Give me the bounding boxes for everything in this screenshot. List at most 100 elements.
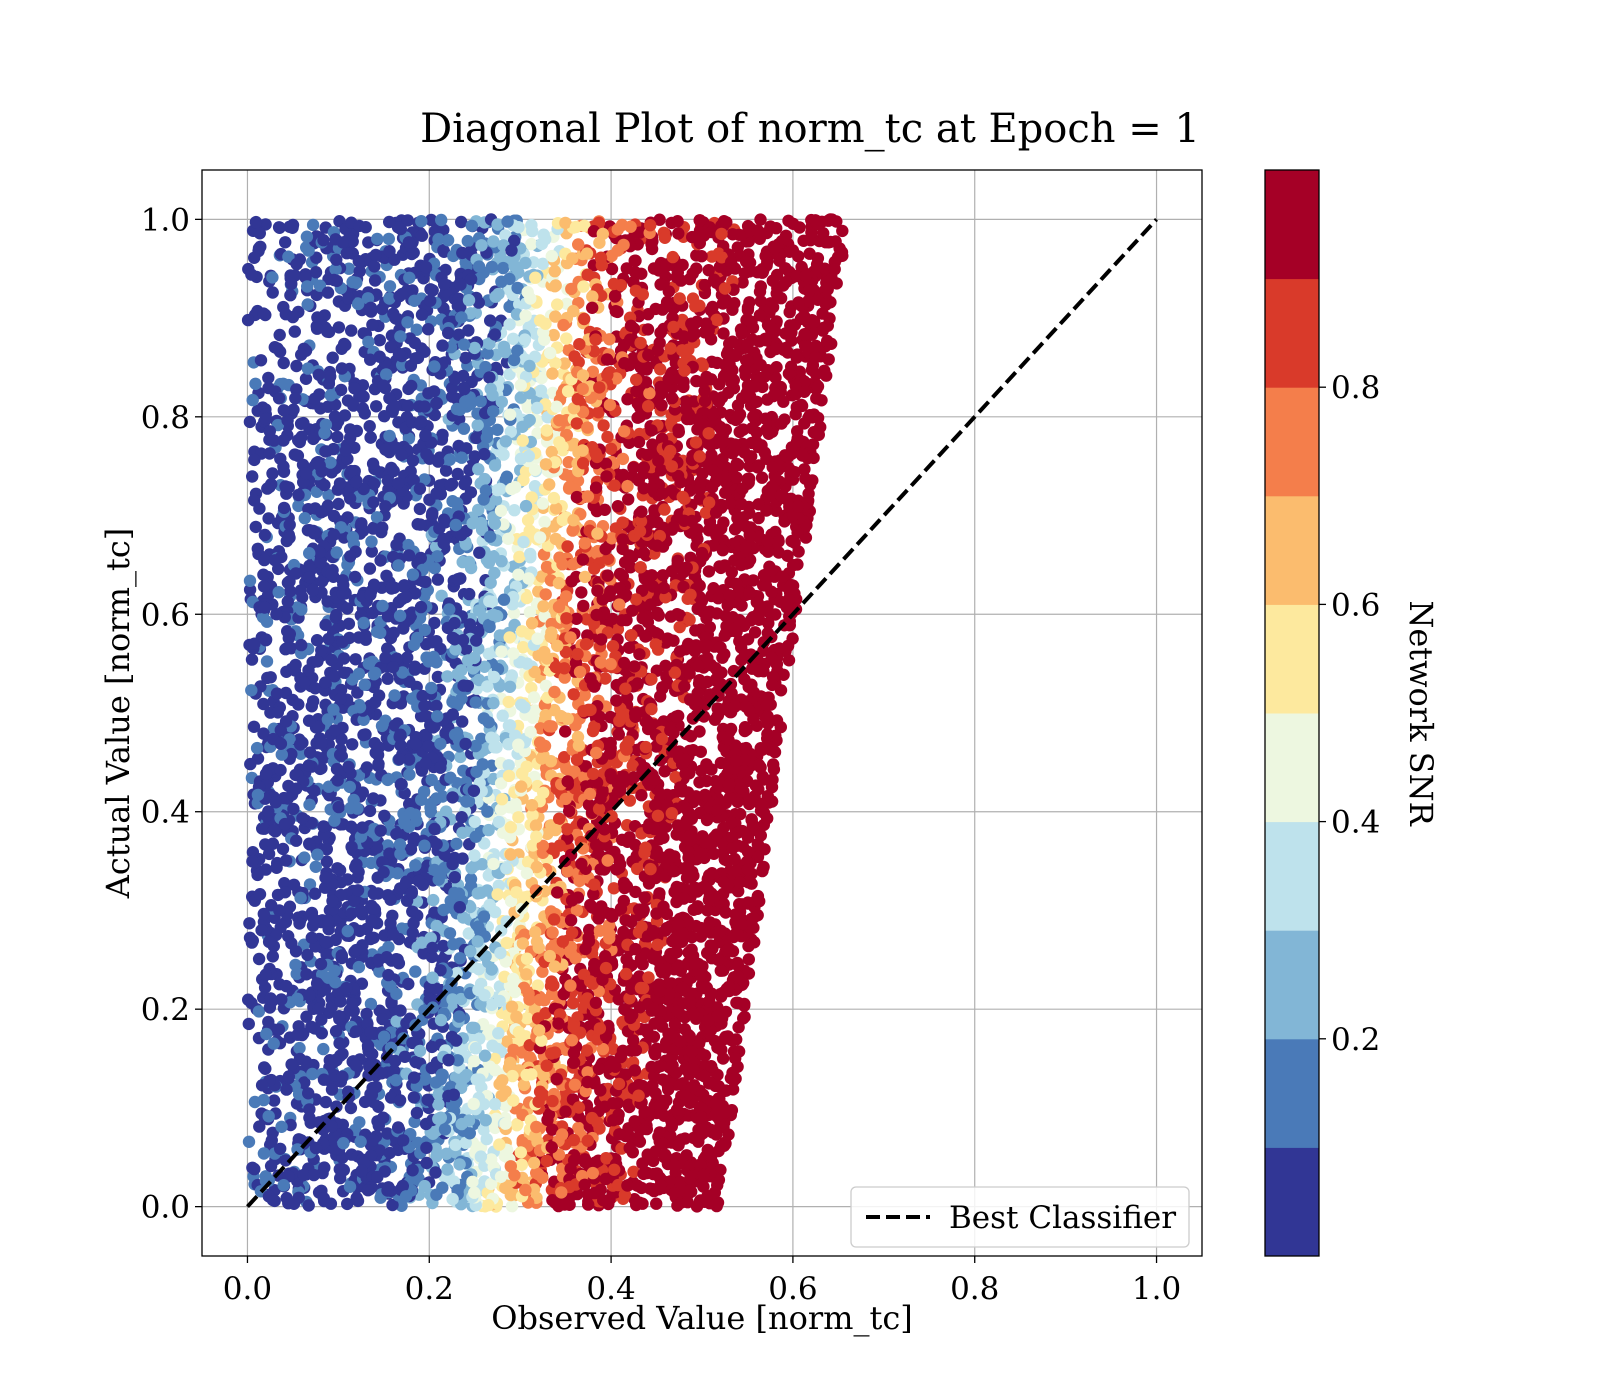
scatter-point: [375, 719, 389, 733]
scatter-point: [455, 215, 468, 229]
scatter-point: [523, 1051, 536, 1064]
scatter-point: [474, 395, 487, 408]
scatter-point: [248, 637, 261, 650]
scatter-point: [621, 835, 634, 848]
scatter-point: [252, 952, 266, 966]
scatter-point: [265, 1134, 278, 1147]
scatter-point: [430, 699, 443, 713]
scatter-point: [650, 1197, 663, 1210]
scatter-point: [357, 728, 370, 742]
scatter-point: [769, 371, 782, 384]
scatter-point: [513, 550, 526, 564]
scatter-point: [413, 502, 427, 516]
scatter-point: [255, 924, 268, 937]
scatter-point: [786, 217, 800, 230]
scatter-point: [753, 285, 767, 298]
scatter-point: [450, 837, 463, 850]
scatter-point: [471, 419, 484, 432]
scatter-point: [381, 672, 394, 685]
scatter-point: [676, 490, 689, 504]
scatter-point: [348, 570, 362, 584]
scatter-point: [364, 997, 378, 1011]
scatter-point: [428, 562, 441, 575]
scatter-point: [588, 562, 601, 575]
scatter-point: [488, 459, 502, 472]
scatter-point: [315, 1013, 328, 1026]
scatter-point: [343, 1180, 357, 1194]
scatter-point: [383, 280, 397, 293]
scatter-point: [623, 794, 637, 807]
scatter-point: [539, 708, 552, 722]
scatter-point: [724, 497, 737, 510]
scatter-point: [312, 720, 326, 733]
scatter-point: [601, 430, 614, 444]
scatter-point: [262, 935, 276, 949]
scatter-point: [565, 575, 578, 588]
scatter-point: [325, 567, 338, 581]
scatter-point: [488, 1098, 502, 1111]
scatter-point: [427, 721, 440, 734]
scatter-point: [282, 930, 295, 943]
scatter-point: [410, 1106, 424, 1120]
scatter-point: [497, 448, 510, 461]
scatter-point: [288, 325, 301, 338]
scatter-point: [525, 681, 538, 695]
scatter-point: [339, 338, 352, 352]
scatter-point: [309, 266, 323, 279]
scatter-point: [257, 697, 270, 711]
scatter-point: [410, 323, 423, 336]
scatter-point: [655, 387, 668, 400]
scatter-point: [416, 689, 429, 703]
scatter-point: [414, 710, 428, 723]
scatter-point: [400, 590, 413, 604]
scatter-point: [379, 443, 392, 456]
scatter-point: [648, 1048, 662, 1061]
scatter-point: [262, 1015, 275, 1029]
scatter-point: [767, 758, 780, 771]
scatter-point: [502, 759, 515, 772]
scatter-point: [443, 927, 457, 940]
scatter-point: [614, 279, 628, 292]
scatter-point: [368, 274, 382, 287]
scatter-point: [779, 229, 793, 242]
scatter-point: [601, 569, 614, 582]
scatter-point: [319, 935, 332, 949]
scatter-point: [745, 813, 758, 826]
scatter-point: [367, 887, 381, 900]
scatter-point: [468, 1021, 481, 1035]
scatter-point: [462, 927, 475, 940]
scatter-point: [663, 633, 676, 646]
scatter-point: [622, 493, 635, 506]
scatter-point: [341, 1197, 354, 1211]
scatter-point: [583, 923, 596, 937]
scatter-point: [365, 545, 378, 558]
scatter-point: [329, 1025, 343, 1038]
scatter-point: [290, 359, 303, 373]
scatter-point: [687, 903, 700, 916]
scatter-point: [320, 855, 333, 868]
scatter-point: [521, 401, 535, 414]
scatter-point: [525, 237, 538, 251]
scatter-point: [672, 227, 685, 240]
scatter-point: [425, 773, 438, 787]
scatter-point: [287, 802, 300, 816]
scatter-point: [303, 798, 316, 811]
scatter-point: [480, 1132, 493, 1146]
scatter-point: [414, 600, 428, 614]
scatter-point: [652, 609, 665, 622]
scatter-point: [685, 930, 699, 944]
scatter-point: [307, 695, 320, 708]
scatter-point: [243, 415, 257, 429]
scatter-point: [405, 379, 418, 393]
scatter-point: [424, 294, 437, 307]
scatter-point: [446, 993, 459, 1006]
scatter-point: [437, 223, 450, 237]
scatter-point: [536, 497, 549, 510]
scatter-point: [719, 486, 732, 499]
scatter-point: [308, 887, 322, 900]
scatter-point: [279, 236, 292, 249]
scatter-point: [242, 1017, 255, 1031]
scatter-point: [781, 549, 794, 562]
scatter-point: [414, 379, 427, 392]
